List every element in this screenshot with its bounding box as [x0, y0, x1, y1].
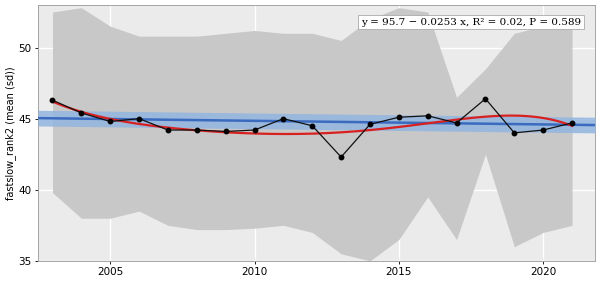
- Y-axis label: fastslow_rank2 (mean (sd)): fastslow_rank2 (mean (sd)): [5, 66, 16, 200]
- Text: y = 95.7 − 0.0253 x, R² = 0.02, P = 0.589: y = 95.7 − 0.0253 x, R² = 0.02, P = 0.58…: [361, 18, 581, 27]
